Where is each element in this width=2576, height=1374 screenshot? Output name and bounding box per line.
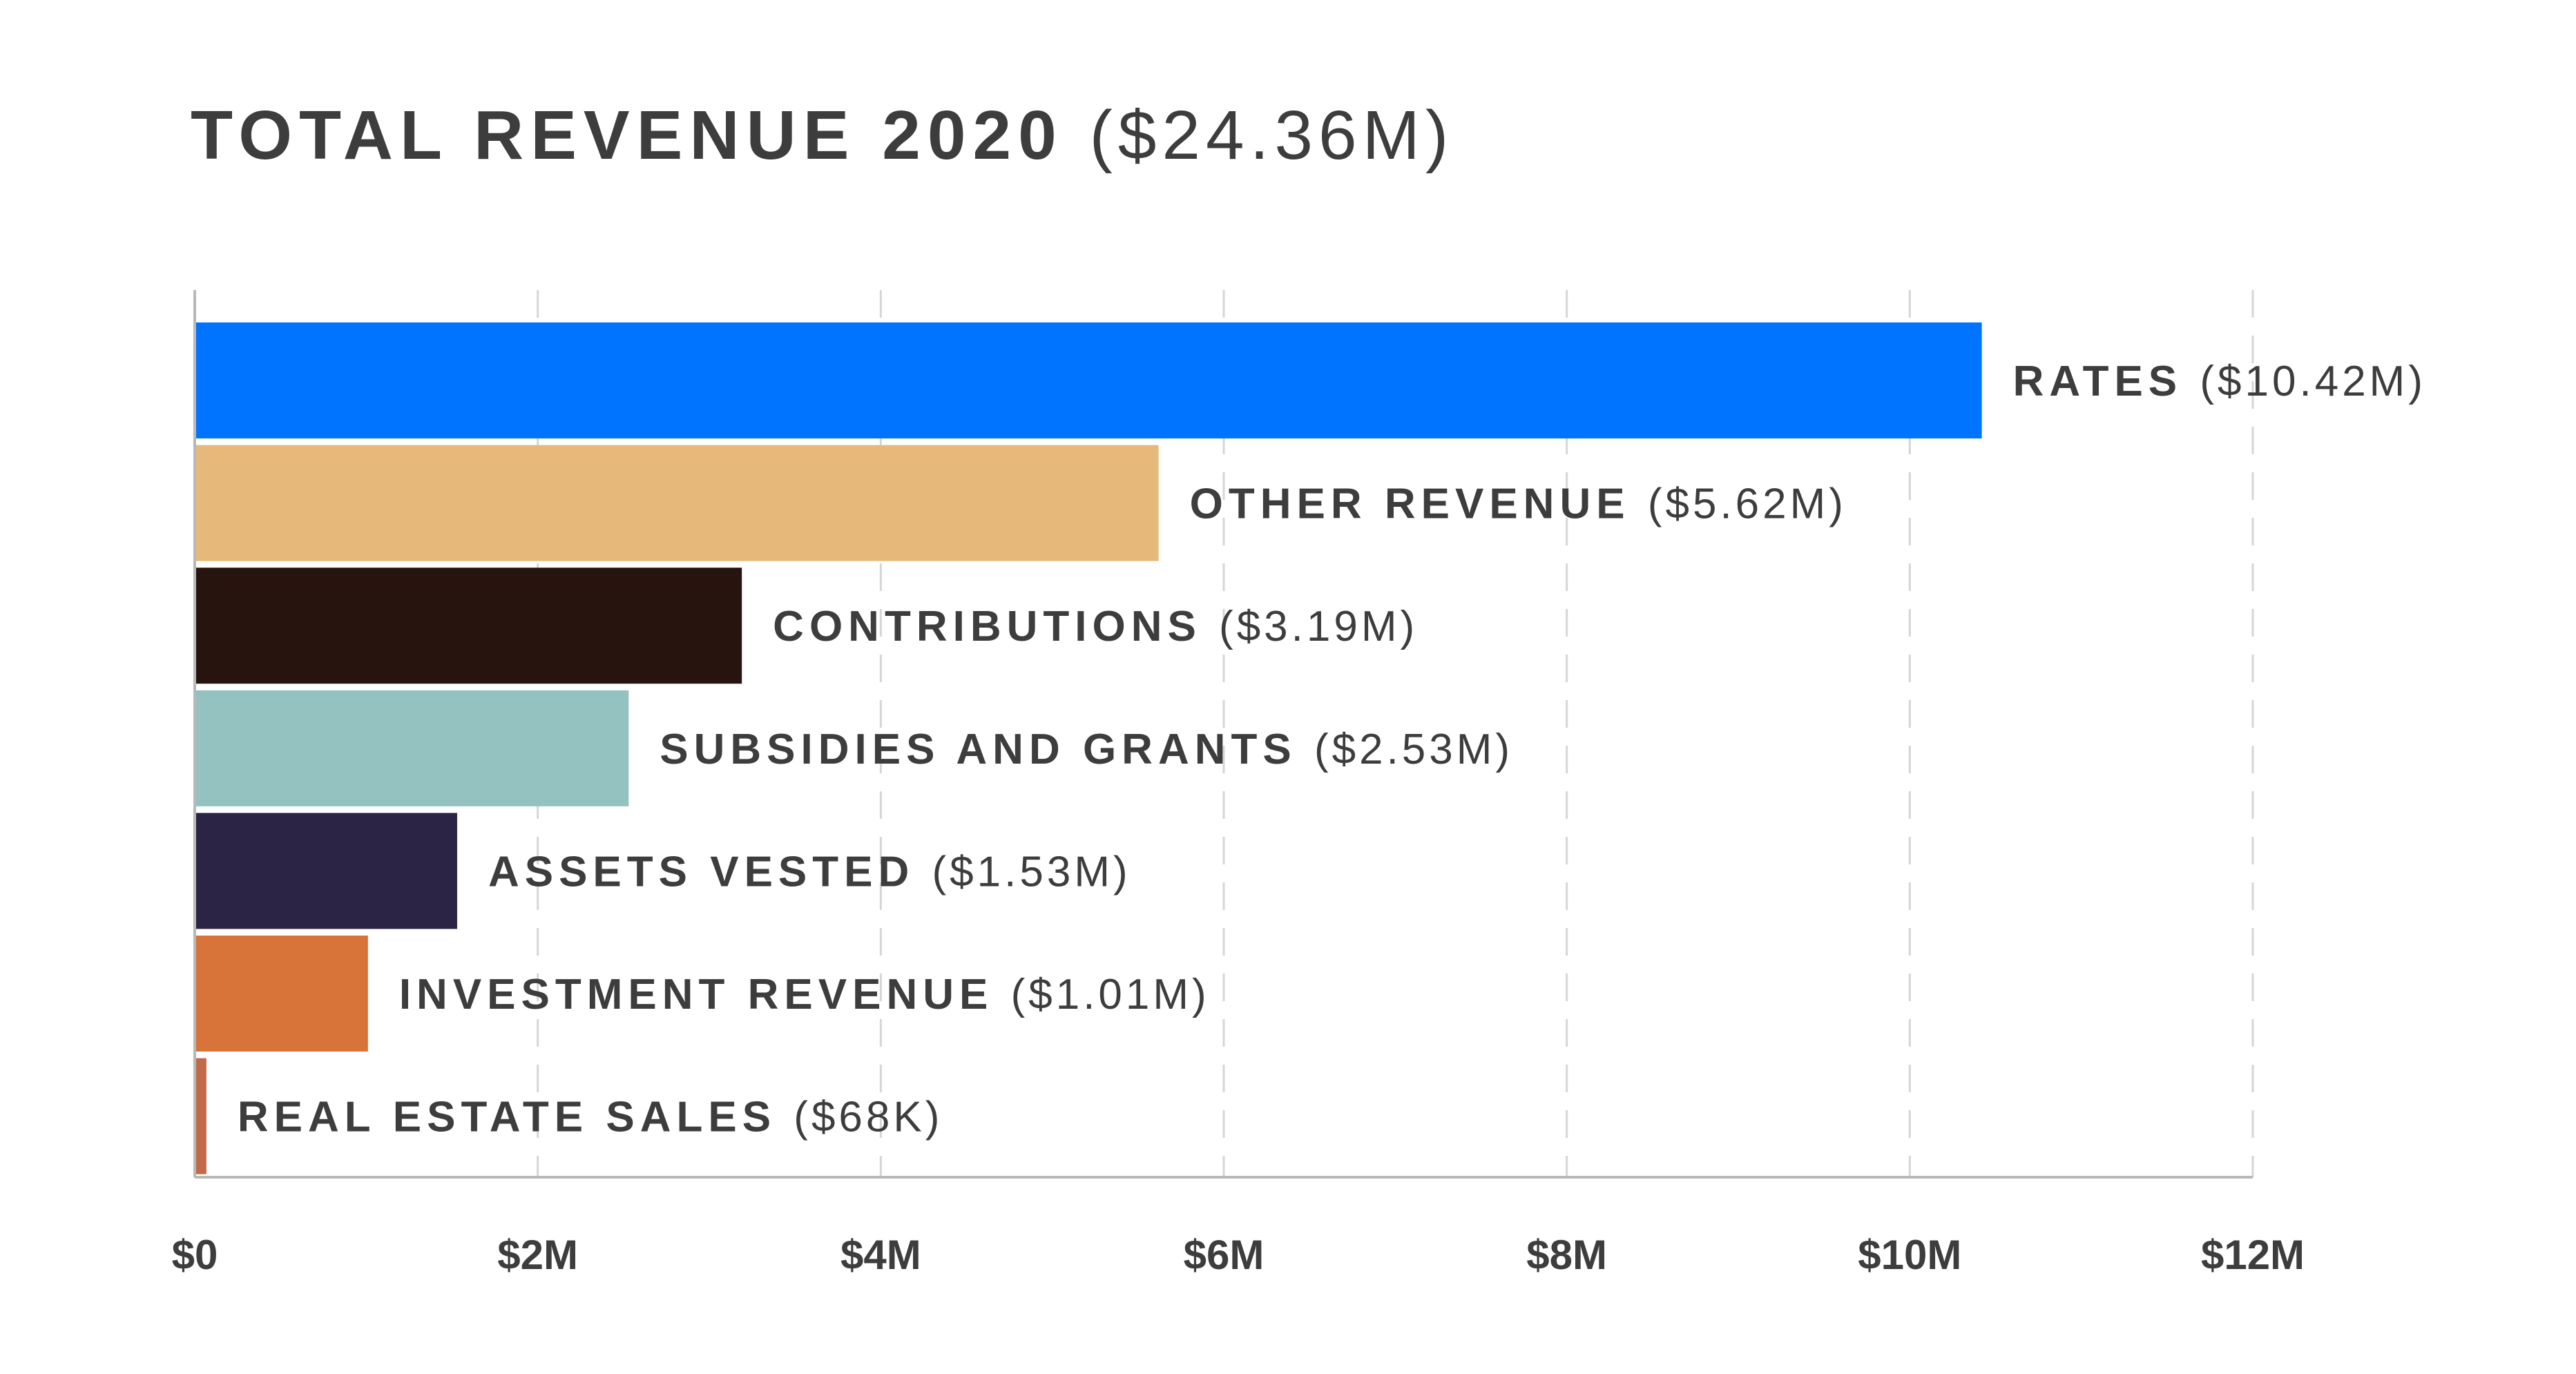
bar-label-category: CONTRIBUTIONS [773, 603, 1219, 650]
bar-label-category: ASSETS VESTED [488, 848, 932, 896]
x-tick-label: $0 [172, 1232, 218, 1278]
bar-layer [195, 322, 1982, 1174]
bar-contributions [195, 568, 742, 684]
x-tick-label: $2M [497, 1232, 578, 1278]
bar-label-category: INVESTMENT REVENUE [399, 971, 1011, 1018]
bar-label: CONTRIBUTIONS ($3.19M) [773, 603, 1418, 650]
bar-label-value: ($3.19M) [1219, 603, 1418, 650]
bar-label-value: ($5.62M) [1648, 481, 1847, 528]
chart-title-total: ($24.36M) [1089, 97, 1454, 174]
bar-label: ASSETS VESTED ($1.53M) [488, 848, 1131, 896]
axis-layer [193, 290, 2253, 1179]
bar-label: SUBSIDIES AND GRANTS ($2.53M) [660, 726, 1513, 773]
label-layer: RATES ($10.42M) OTHER REVENUE ($5.62M) CON… [238, 358, 2426, 1141]
bar-rates [195, 322, 1982, 438]
bar-label-category: SUBSIDIES AND GRANTS [660, 726, 1314, 773]
bar-label-category: REAL ESTATE SALES [238, 1094, 794, 1141]
bar-label-category: OTHER REVENUE [1190, 481, 1648, 528]
bar-real-estate-sales [195, 1058, 206, 1174]
chart-title: TOTAL REVENUE 2020 ($24.36M) [191, 101, 1454, 170]
bar-investment-revenue [195, 936, 368, 1052]
x-tick-label: $6M [1184, 1232, 1265, 1278]
bar-label: OTHER REVENUE ($5.62M) [1190, 481, 1847, 528]
x-tick-label: $12M [2201, 1232, 2305, 1278]
bar-label-value: ($10.42M) [2200, 358, 2426, 405]
bar-label: INVESTMENT REVENUE ($1.01M) [399, 971, 1210, 1018]
x-tick-label: $4M [840, 1232, 921, 1278]
tick-layer: $0 $2M $4M $6M $8M $10M $12M [172, 1232, 2305, 1278]
bar-label-value: ($1.53M) [932, 848, 1131, 896]
x-tick-label: $8M [1526, 1232, 1607, 1278]
bar-label: REAL ESTATE SALES ($68K) [238, 1094, 943, 1141]
bar-subsidies-and-grants [195, 690, 629, 806]
bar-label-category: RATES [2013, 358, 2200, 405]
x-tick-label: $10M [1858, 1232, 1961, 1278]
bar-label-value: ($2.53M) [1314, 726, 1513, 773]
bar-other-revenue [195, 445, 1159, 561]
bar-label-value: ($1.01M) [1011, 971, 1210, 1018]
bar-label: RATES ($10.42M) [2013, 358, 2426, 405]
bar-label-value: ($68K) [794, 1094, 943, 1141]
bar-assets-vested [195, 813, 457, 929]
chart-title-main: TOTAL REVENUE 2020 [191, 97, 1064, 174]
